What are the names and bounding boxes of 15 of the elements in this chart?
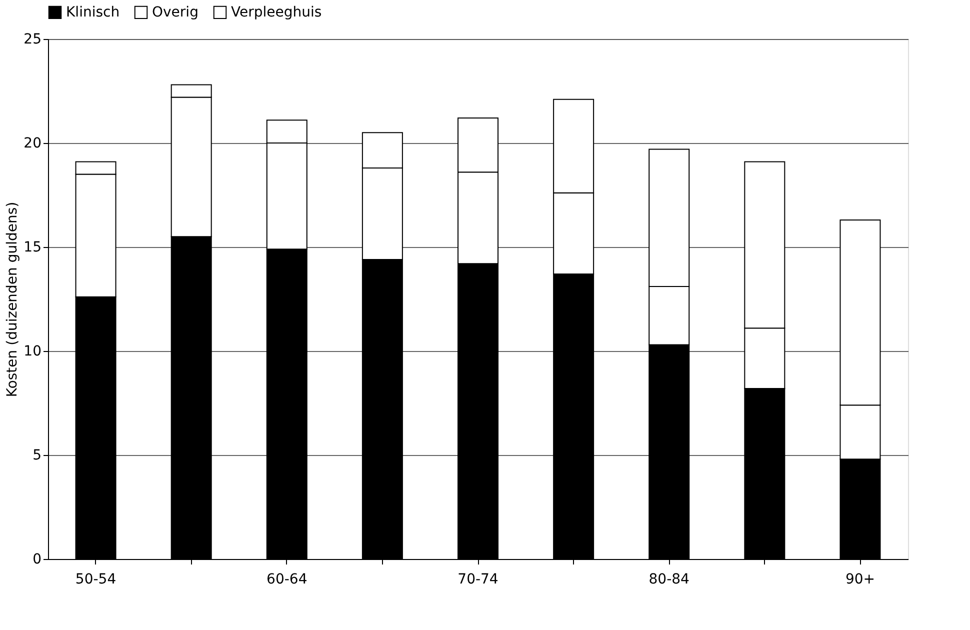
y-tick-label: 20: [24, 136, 42, 152]
x-tick-label: 70-74: [458, 572, 498, 588]
legend-label: Verpleeghuis: [231, 4, 322, 20]
legend-label: Overig: [152, 4, 198, 20]
y-tick-label: 10: [24, 344, 42, 360]
y-tick-label: 5: [32, 448, 42, 464]
legend-label: Klinisch: [66, 4, 120, 20]
y-tick-label: 0: [32, 552, 42, 568]
x-tick-label: 80-84: [648, 572, 690, 588]
y-tick-label: 25: [24, 32, 42, 48]
y-tick-label: 15: [24, 240, 42, 256]
x-tick-label: 90+: [845, 572, 875, 588]
x-tick-label: 50-54: [75, 572, 116, 588]
x-tick-label: 60-64: [266, 572, 308, 588]
y-axis-title: Kosten (duizenden guldens): [4, 202, 21, 398]
